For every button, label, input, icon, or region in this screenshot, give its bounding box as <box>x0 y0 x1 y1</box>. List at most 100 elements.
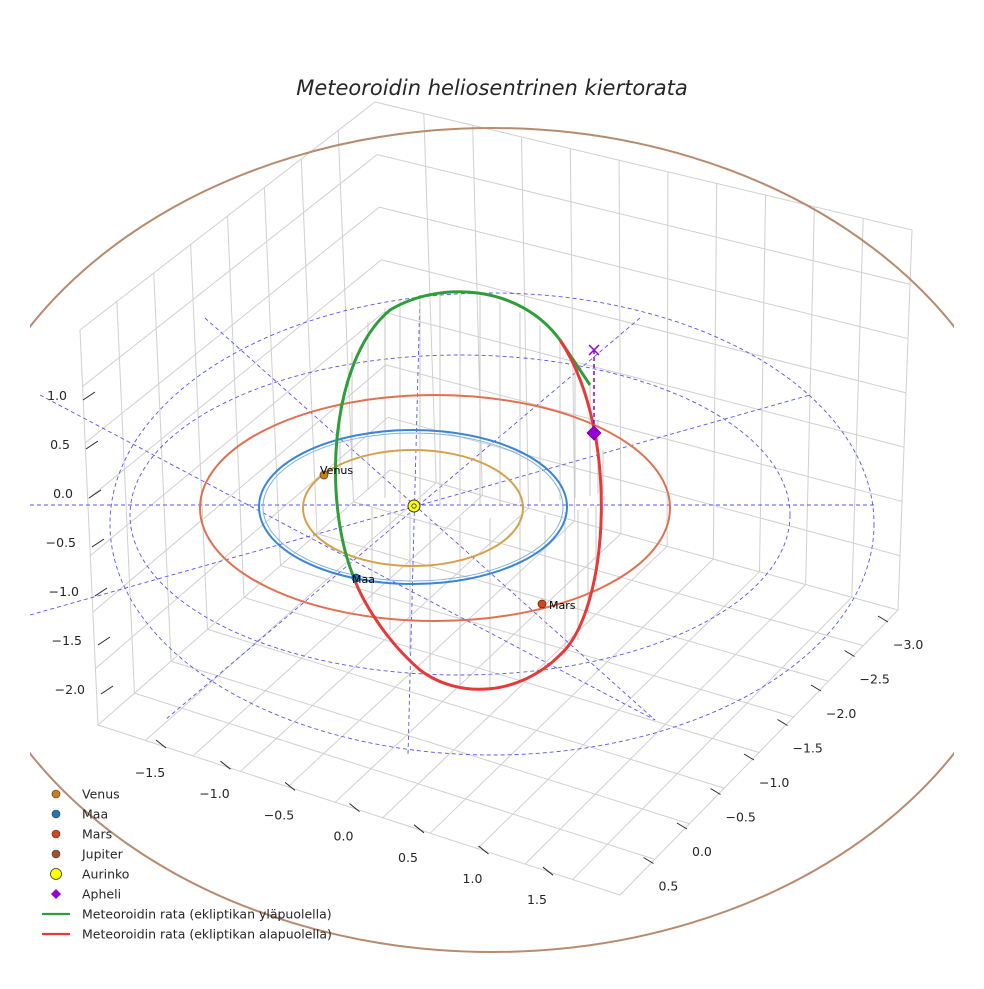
meteoroid-orbit-above <box>334 290 592 579</box>
legend-item: Mars <box>51 827 112 842</box>
x-tick-label: 0.0 <box>334 829 354 844</box>
grid-line <box>353 501 864 647</box>
aphelion-projection-marker <box>588 344 600 356</box>
grid-line <box>87 259 382 500</box>
z-tick-label: 0.5 <box>50 437 70 452</box>
grid-line <box>263 187 281 566</box>
floor-outline <box>97 609 899 896</box>
grid-line <box>472 125 483 496</box>
legend-item: Meteoroidin rata (ekliptikan alapuolella… <box>42 927 332 942</box>
x-tick-mark <box>542 866 554 876</box>
grid-line <box>385 364 903 502</box>
aphelion-marker <box>586 425 602 441</box>
x-tick-label: −0.5 <box>264 807 294 822</box>
z-tick-label: −1.0 <box>49 584 79 599</box>
legend-circle-swatch <box>50 868 62 880</box>
grid-line <box>316 533 829 682</box>
x-tick-mark <box>478 845 489 855</box>
venus-marker <box>319 470 329 480</box>
grid-line <box>243 597 760 753</box>
x-tick-label: 0.5 <box>398 850 418 865</box>
y-tick-label: −0.5 <box>726 810 756 825</box>
grid-line <box>429 558 714 834</box>
y-tick-label: −2.0 <box>826 706 856 721</box>
grid-line <box>569 148 576 521</box>
x-tick-mark <box>155 739 167 749</box>
grid-line <box>524 584 806 865</box>
y-tick-label: 0.0 <box>692 844 712 859</box>
grid-line <box>82 154 378 387</box>
z-tick-label: −2.0 <box>55 682 85 697</box>
y-tick-mark <box>810 684 822 692</box>
mars-label: Mars <box>549 599 576 612</box>
legend-diamond-swatch <box>51 889 61 899</box>
grid-line <box>387 416 901 557</box>
jupiter-orbit <box>30 127 954 953</box>
legend-label: Jupiter <box>81 847 124 862</box>
grid-line <box>280 565 794 718</box>
grid-line <box>207 628 725 789</box>
grid-line <box>758 195 767 572</box>
legend-circle-swatch <box>51 789 61 799</box>
left-wall-outline <box>79 101 391 727</box>
earth-label: Maa <box>352 573 375 586</box>
grid-line <box>520 136 530 509</box>
earth-orbit-inner <box>262 432 564 582</box>
x-tick-label: 1.0 <box>463 871 483 886</box>
x-tick-mark <box>413 824 425 834</box>
legend-circle-swatch <box>51 849 61 859</box>
legend-label: Venus <box>82 787 120 802</box>
z-tick-mark <box>82 391 96 401</box>
grid-line <box>89 311 384 557</box>
y-tick-mark <box>743 753 755 761</box>
legend-item: Jupiter <box>51 847 124 862</box>
grid-line <box>423 113 437 483</box>
radial-line-4 <box>39 394 656 721</box>
grid-line <box>95 417 389 669</box>
grid-line <box>377 154 911 285</box>
grid-line <box>851 218 864 598</box>
legend-item: Apheli <box>51 887 121 902</box>
x-tick-mark <box>220 760 231 770</box>
grid-line <box>153 272 172 662</box>
grid-line <box>84 206 380 444</box>
legend-item: Meteoroidin rata (ekliptikan yläpuolella… <box>42 907 332 922</box>
legend-circle-swatch <box>51 809 61 819</box>
grid-line <box>381 259 907 394</box>
legend-circle-swatch <box>51 829 61 839</box>
grid-line <box>287 520 576 788</box>
x-tick-mark <box>284 782 296 791</box>
y-tick-mark <box>877 615 889 623</box>
y-tick-mark <box>844 650 855 657</box>
y-tick-label: 0.5 <box>659 879 679 894</box>
z-axis-ticks: 1.0 0.5 0.0 −0.5 −1.0 −1.5 −2.0 <box>46 388 114 697</box>
grid-line <box>227 215 245 598</box>
x-tick-label: 1.5 <box>527 892 547 907</box>
legend-label: Meteoroidin rata (ekliptikan yläpuolella… <box>82 907 332 922</box>
chart-title: Meteoroidin heliosentrinen kiertorata <box>296 76 688 100</box>
grid-line <box>134 692 655 860</box>
z-tick-mark <box>88 489 102 499</box>
reference-circle-3au <box>109 292 875 756</box>
z-tick-mark <box>85 440 99 450</box>
grid-line <box>300 158 318 534</box>
y-tick-label: −3.0 <box>893 637 923 652</box>
reference-circle-2au <box>129 354 791 676</box>
legend-label: Aurinko <box>82 867 129 882</box>
radial-line-3 <box>29 394 811 616</box>
grid-line <box>379 206 909 340</box>
legend-item: Aurinko <box>50 867 129 882</box>
earth-orbit <box>258 429 568 585</box>
x-axis-ticks: −1.5 −1.0 −0.5 0.0 0.5 1.0 1.5 <box>135 739 554 907</box>
legend-label: Apheli <box>82 887 121 902</box>
legend-label: Meteoroidin rata (ekliptikan alapuolella… <box>82 927 332 942</box>
legend-label: Maa <box>82 807 108 822</box>
y-tick-mark <box>710 788 721 795</box>
grid-line <box>192 495 483 757</box>
z-tick-mark <box>100 685 114 695</box>
grid-line <box>240 507 529 772</box>
z-tick-label: 1.0 <box>47 388 67 403</box>
venus-label: Venus <box>320 464 353 477</box>
